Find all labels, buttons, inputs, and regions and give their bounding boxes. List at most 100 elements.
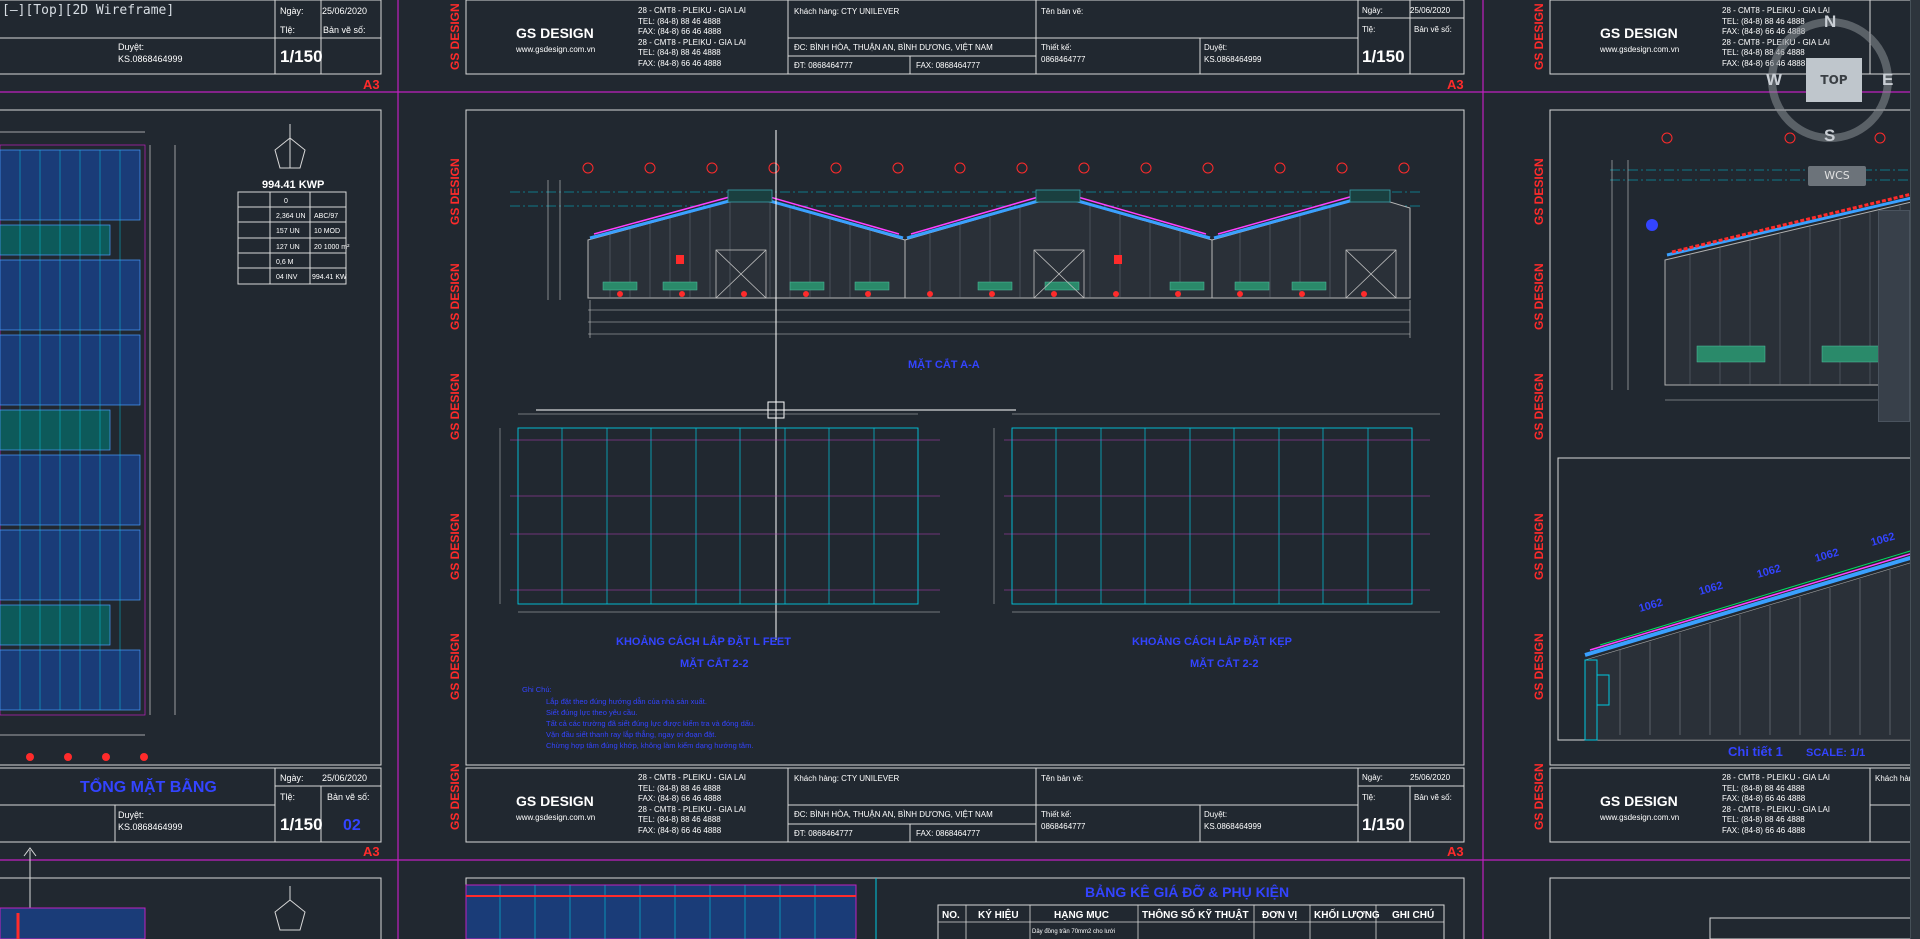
tb-sheet-label-tl: Bản vẽ số: — [323, 25, 366, 35]
viewcube[interactable]: N S E W TOP WCS — [1760, 0, 1920, 186]
navigation-bar[interactable] — [1878, 210, 1910, 422]
center-bottom-titleblock — [465, 767, 1465, 843]
detail-dim: 1062 — [1814, 547, 1841, 565]
svg-text:Ghi Chú:: Ghi Chú: — [522, 685, 552, 694]
tb-scale-label-top: Tlệ: — [1362, 25, 1375, 34]
tb-company-tr: GS DESIGN — [1600, 25, 1678, 41]
tb-approver-top: KS.0868464999 — [1204, 55, 1262, 64]
tb-tel2-top: TEL: (84-8) 88 46 4888 — [638, 48, 721, 57]
svg-text:Vặn đầu siết thanh ray lắp thẳ: Vặn đầu siết thanh ray lắp thẳng, ngay ơ… — [546, 730, 716, 739]
tb-scale: 1/150 — [1362, 815, 1405, 834]
table-header: GHI CHÚ — [1392, 908, 1434, 921]
tb-sheet-label-top: Bản vẽ số: — [1414, 25, 1452, 34]
svg-text:GS DESIGN: GS DESIGN — [1532, 3, 1546, 70]
tb-website-top: www.gsdesign.com.vn — [515, 45, 595, 54]
svg-text:GS DESIGN: GS DESIGN — [1532, 373, 1546, 440]
layout-sub-left: MẶT CẮT 2-2 — [680, 657, 748, 670]
table-header: THÔNG SỐ KỸ THUẬT — [1142, 907, 1249, 921]
tb-fax2-top: FAX: (84-8) 66 46 4888 — [638, 59, 722, 68]
notes-block: Ghi Chú: Lắp đặt theo đúng hướng dẫn của… — [522, 685, 755, 750]
tb-scale-label: Tlệ: — [1362, 793, 1375, 802]
tb-tel1: TEL: (84-8) 88 46 4888 — [638, 784, 721, 793]
detail-title: Chi tiết 1 — [1728, 744, 1783, 759]
legend-value: 994.41 KW — [312, 274, 347, 281]
tb-tel1-top: TEL: (84-8) 88 46 4888 — [638, 17, 721, 26]
svg-text:GS DESIGN: GS DESIGN — [448, 633, 462, 700]
legend-value: 157 UN — [276, 228, 300, 235]
table-title: BẢNG KÊ GIÁ ĐỠ & PHỤ KIỆN — [1085, 883, 1289, 900]
tb-client-address: ĐC: BÌNH HÒA, THUẬN AN, BÌNH DƯƠNG, VIỆT… — [794, 810, 993, 819]
viewcube-ring — [1768, 18, 1892, 142]
tb-designer: 0868464777 — [1041, 822, 1086, 831]
tb-scale-top: 1/150 — [1362, 47, 1405, 66]
section-title: MẶT CẮT A-A — [908, 358, 980, 371]
compass-w[interactable]: W — [1766, 70, 1783, 89]
tb-date-value-bl: 25/06/2020 — [322, 773, 367, 783]
detail-dim: 1062 — [1698, 580, 1725, 598]
table-header: KHỐI LƯỢNG — [1314, 907, 1380, 921]
tb-approver-label-top: Duyệt: — [1204, 43, 1227, 52]
compass-s[interactable]: S — [1824, 126, 1836, 145]
vertical-scrollbar[interactable] — [1910, 0, 1920, 939]
tb-website: www.gsdesign.com.vn — [515, 813, 595, 822]
tb-client-top: Khách hàng: CTY UNILEVER — [794, 7, 899, 16]
tb-address2: 28 - CMT8 - PLEIKU - GIA LAI — [638, 805, 746, 814]
tb-date: 25/06/2020 — [1410, 773, 1451, 782]
top-titleblock-center — [465, 0, 1465, 75]
svg-text:GS DESIGN: GS DESIGN — [1532, 263, 1546, 330]
svg-text:GS DESIGN: GS DESIGN — [448, 158, 462, 225]
tb-phone: ĐT: 0868464777 — [794, 829, 853, 838]
tb-client: Khách hàng: CTY UNILEVER — [794, 774, 899, 783]
tb-approver-label-tl: Duyệt: — [118, 42, 144, 52]
layout-title-right: KHOẢNG CÁCH LẮP ĐẶT KẸP — [1132, 635, 1292, 648]
viewcube-top-face[interactable]: TOP — [1806, 58, 1862, 102]
tb-fax2-tr: FAX: (84-8) 66 46 4888 — [1722, 59, 1806, 68]
detail-drawing — [1584, 547, 1920, 741]
tb-approver-label-bl: Duyệt: — [118, 810, 144, 820]
tb-website-tr: www.gsdesign.com.vn — [1599, 45, 1679, 54]
svg-text:GS DESIGN: GS DESIGN — [1532, 513, 1546, 580]
section-a-a-drawing — [510, 162, 1420, 338]
tb-approver-bl: KS.0868464999 — [118, 822, 183, 832]
bottom-center-sheet — [465, 877, 1465, 939]
svg-text:GS DESIGN: GS DESIGN — [448, 3, 462, 70]
tb-sheet-label-bl: Bản vẽ số: — [327, 792, 370, 802]
layout-sub-right: MẶT CẮT 2-2 — [1190, 657, 1258, 670]
tb-website-br: www.gsdesign.com.vn — [1599, 813, 1679, 822]
tb-company-top: GS DESIGN — [516, 25, 594, 41]
tb-phone-top: ĐT: 0868464777 — [794, 61, 853, 70]
tb-fax2-br: FAX: (84-8) 66 46 4888 — [1722, 826, 1806, 835]
bottom-left-sheet — [0, 847, 382, 939]
tb-fax1-top: FAX: (84-8) 66 46 4888 — [638, 27, 722, 36]
table-row: Dây đồng trần 70mm2 cho lưới — [1032, 929, 1115, 935]
tb-sheet-label: Bản vẽ số: — [1414, 793, 1452, 802]
tb-fax: FAX: 0868464777 — [916, 829, 981, 838]
tb-tel2-tr: TEL: (84-8) 88 46 4888 — [1722, 48, 1805, 57]
margin-text-right: GS DESIGN GS DESIGN GS DESIGN GS DESIGN … — [1532, 3, 1546, 830]
legend-value: 2,364 UN — [276, 213, 306, 220]
paper-size-center: A3 — [1447, 844, 1464, 859]
svg-text:Lắp đặt theo đúng hướng dẫn củ: Lắp đặt theo đúng hướng dẫn của nhà sản … — [546, 697, 707, 706]
right-sheet-frame — [1549, 109, 1920, 766]
tb-scale-label-bl: Tlệ: — [280, 792, 295, 802]
legend-value: 10 MOD — [314, 228, 340, 235]
compass-e[interactable]: E — [1882, 70, 1894, 89]
tb-address2-br: 28 - CMT8 - PLEIKU - GIA LAI — [1722, 805, 1830, 814]
layout-title-left: KHOẢNG CÁCH LẮP ĐẶT L FEET — [616, 635, 791, 648]
tb-drawing-name-top: Tên bản vẽ: — [1041, 7, 1083, 16]
tb-approver: KS.0868464999 — [1204, 822, 1262, 831]
bottom-right-sheet — [1549, 877, 1920, 939]
tb-address1-br: 28 - CMT8 - PLEIKU - GIA LAI — [1722, 773, 1830, 782]
detail-dim: 1062 — [1870, 531, 1897, 549]
tb-scale-label-tl: Tlệ: — [280, 25, 295, 35]
tb-tel1-br: TEL: (84-8) 88 46 4888 — [1722, 784, 1805, 793]
compass-n[interactable]: N — [1824, 12, 1837, 31]
svg-text:GS DESIGN: GS DESIGN — [448, 373, 462, 440]
wcs-menu-button[interactable]: WCS — [1808, 166, 1866, 186]
legend-table — [237, 191, 347, 285]
viewport-label[interactable]: [–][Top][2D Wireframe] — [2, 3, 175, 18]
capacity-label: 994.41 KWP — [262, 179, 324, 191]
legend-value: 0 — [284, 198, 288, 205]
top-titleblock-left — [0, 0, 382, 75]
